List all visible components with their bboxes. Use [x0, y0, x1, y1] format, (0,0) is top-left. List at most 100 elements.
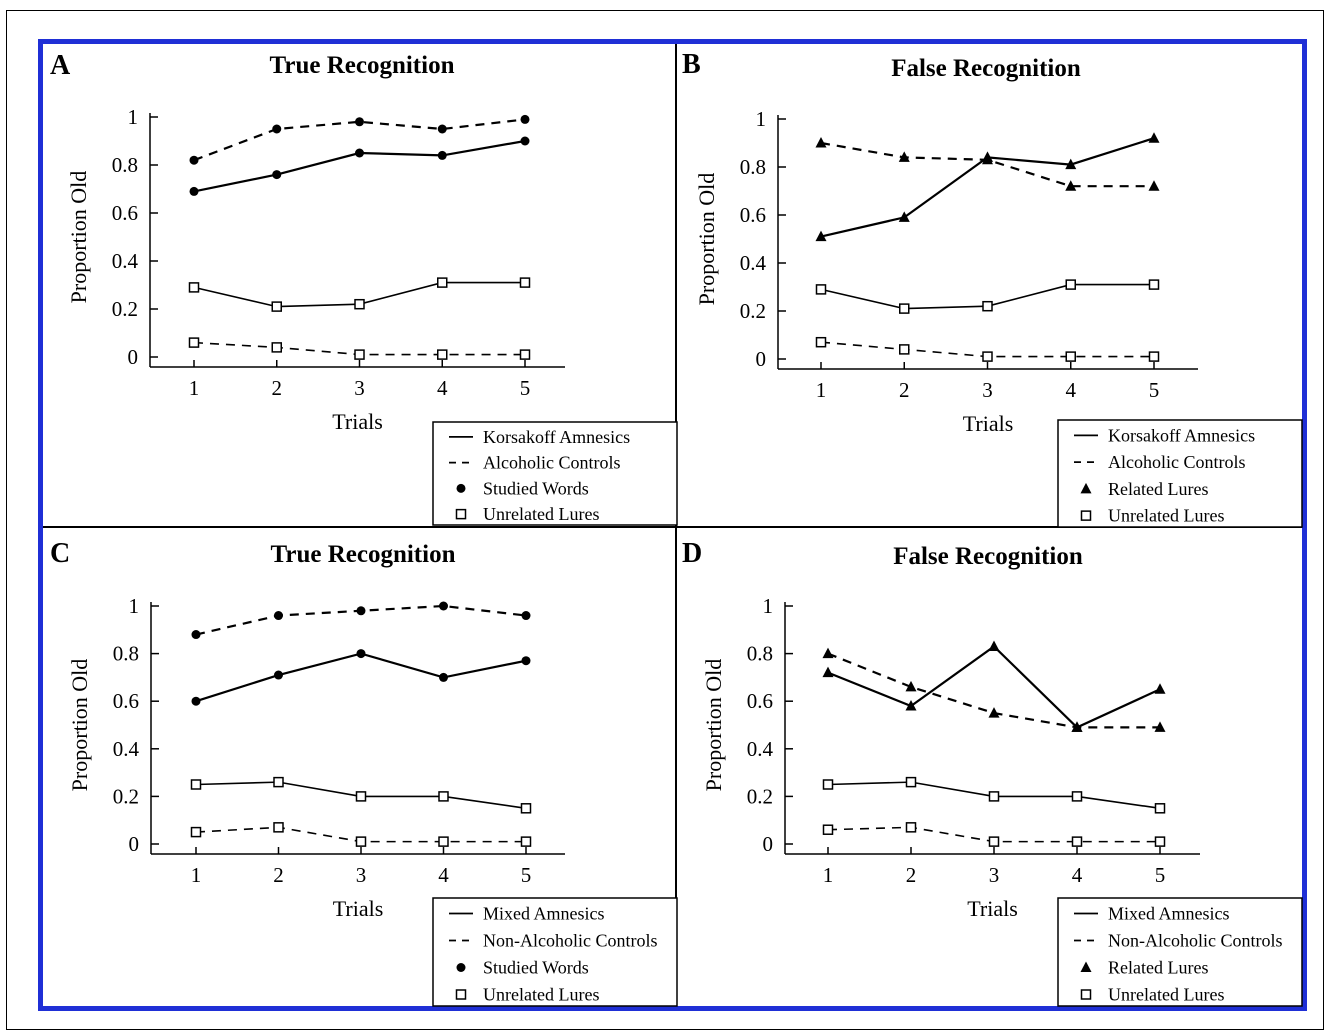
data-point [272, 170, 282, 180]
series-mixed-amnesics-related-lures [822, 640, 1166, 732]
data-point [815, 336, 827, 348]
data-point [520, 136, 530, 146]
data-point [273, 822, 284, 833]
data-point [982, 351, 993, 362]
data-point [355, 117, 364, 127]
data-point [273, 776, 284, 788]
data-point [437, 277, 448, 288]
x-tick-label: 4 [438, 863, 449, 887]
data-point [356, 606, 366, 616]
y-axis-label: Proportion Old [67, 659, 92, 792]
data-point [438, 791, 449, 802]
data-point [189, 186, 199, 196]
x-tick-label: 4 [437, 376, 448, 400]
data-point [520, 803, 532, 814]
data-point [1065, 180, 1077, 191]
legend-marker [455, 989, 467, 1000]
x-tick-label: 1 [816, 378, 827, 402]
data-point [521, 611, 531, 621]
data-point [899, 303, 910, 314]
data-point [519, 349, 531, 360]
panel-title: False Recognition [893, 543, 1083, 570]
data-point [815, 137, 827, 148]
data-point [437, 124, 447, 134]
legend-marker [456, 963, 466, 972]
data-point [1065, 279, 1076, 290]
x-tick-label: 5 [521, 863, 532, 887]
series-mixed-amnesics-unrelated-lures [190, 776, 532, 814]
x-axis-label: Trials [332, 409, 383, 434]
data-point [274, 670, 283, 680]
data-point [1148, 279, 1160, 290]
y-tick-label: 0 [128, 345, 139, 369]
x-tick-label: 2 [906, 863, 917, 887]
legend-label: Unrelated Lures [1108, 506, 1224, 526]
x-tick-label: 5 [520, 376, 531, 400]
legend-marker [455, 508, 467, 520]
data-point [905, 680, 917, 692]
legend-label: Related Lures [1108, 479, 1208, 499]
x-tick-label: 3 [356, 863, 367, 887]
legend-label: Korsakoff Amnesics [483, 427, 630, 447]
data-point [354, 298, 365, 310]
y-tick-label: 1 [128, 105, 139, 129]
data-point [1148, 180, 1160, 191]
data-point [521, 656, 531, 666]
series-non-alcoholic-controls-related-lures [822, 647, 1166, 732]
data-point [822, 824, 834, 835]
series-mixed-amnesics-unrelated-lures [822, 776, 1166, 814]
y-axis-label: Proportion Old [694, 173, 719, 306]
x-tick-label: 2 [899, 378, 910, 402]
legend-marker [1080, 482, 1092, 494]
data-point [988, 836, 1000, 847]
legend-label: Unrelated Lures [1108, 985, 1224, 1005]
series-korsakoff-amnesics-studied-words [189, 136, 530, 196]
legend-box [432, 421, 678, 526]
x-tick-label: 5 [1155, 863, 1166, 887]
data-point [1065, 351, 1076, 362]
data-point [437, 150, 447, 160]
data-point [191, 630, 201, 640]
x-tick-label: 2 [273, 863, 284, 887]
data-point [274, 611, 283, 621]
legend-marker [456, 483, 466, 493]
series-non-alcoholic-controls-unrelated-lures [190, 822, 532, 847]
data-point [1065, 158, 1077, 170]
y-tick-label: 0 [756, 347, 767, 371]
y-tick-label: 0.2 [747, 784, 773, 808]
data-point [898, 211, 910, 222]
chart-panel-c: C True Recognition 0 0.2 0.4 0.6 0.8 1 1 2 3 4 5 Tria… [50, 538, 678, 1007]
y-tick-label: 1 [756, 107, 767, 131]
x-axis-label: Trials [333, 896, 384, 921]
x-axis-label: Trials [963, 411, 1014, 436]
data-point [271, 301, 282, 312]
data-point [188, 337, 200, 348]
x-tick-label: 3 [354, 376, 365, 400]
data-point [905, 699, 917, 711]
legend-box [1057, 419, 1303, 528]
y-tick-label: 0.4 [747, 737, 774, 761]
legend-marker [1080, 961, 1092, 972]
x-tick-label: 1 [189, 376, 200, 400]
series-line [195, 652, 527, 703]
data-point [354, 349, 365, 360]
y-tick-label: 0.8 [112, 153, 138, 177]
y-tick-label: 0.2 [113, 784, 139, 808]
legend-box [1057, 897, 1303, 1007]
data-point [271, 342, 282, 353]
series-alcoholic-controls-studied-words [189, 114, 530, 165]
data-point [520, 836, 532, 847]
legend-box [432, 897, 678, 1007]
legend-label: Unrelated Lures [483, 985, 599, 1005]
data-point [1071, 721, 1083, 732]
series-line [820, 141, 1154, 188]
data-point [189, 155, 199, 165]
data-point [1071, 791, 1083, 802]
y-tick-label: 0.6 [747, 689, 773, 713]
chart-panel-b: B False Recognition 0 0.2 0.4 0.6 0.8 1 1 2 3 4 5 Tri… [682, 49, 1303, 528]
series-alcoholic-controls-related-lures [815, 137, 1160, 191]
y-tick-label: 0.6 [113, 689, 139, 713]
y-tick-label: 1 [763, 594, 774, 618]
y-axis-label: Proportion Old [66, 171, 91, 304]
series-non-alcoholic-controls-unrelated-lures [822, 822, 1166, 847]
